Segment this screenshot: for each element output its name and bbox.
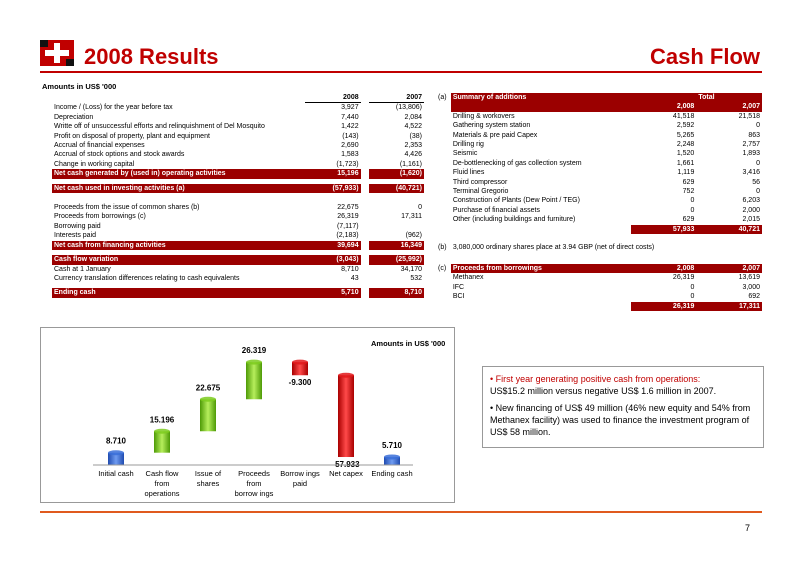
category-label-5-0: Net capex: [329, 469, 363, 478]
table-row: Profit on disposal of property, plant an…: [54, 132, 422, 140]
table-row: Third compressor 629 56: [452, 178, 760, 186]
table-row: Borrowing paid (7,117): [54, 222, 359, 230]
category-label-2-0: Issue of: [195, 469, 222, 478]
category-label-1-1: from: [155, 479, 170, 488]
category-label-4-1: paid: [293, 479, 307, 488]
bar-cap-2: [200, 396, 216, 402]
table-row: Accrual of financial expenses 2,690 2,353: [54, 142, 422, 150]
category-label-3-1: from: [247, 479, 262, 488]
table-row: Fluid lines 1,119 3,416: [452, 169, 760, 177]
bar-1: [154, 431, 170, 453]
table-row: BCI 0 692: [452, 293, 760, 301]
data-label-0: 8.710: [106, 437, 127, 446]
footer-rule: [40, 511, 762, 513]
note-bullet-1: • First year generating positive cash fr…: [490, 374, 701, 384]
bar-2: [200, 399, 216, 432]
page-title: 2008 Results: [84, 44, 219, 69]
category-label-1-2: operations: [144, 489, 179, 498]
data-label-4: -9.300: [289, 378, 312, 387]
category-label-2-1: shares: [197, 479, 220, 488]
table-row: Drilling rig 2,248 2,757: [452, 141, 760, 149]
additions-total-row: 57,933 40,721: [436, 224, 762, 235]
bar-cap-6: [384, 454, 400, 460]
data-label-2: 22.675: [196, 383, 221, 392]
investing-total-row: Net cash used in investing activities (a…: [52, 183, 424, 194]
table-row: Construction of Plants (Dew Point / TEG)…: [452, 197, 760, 205]
table-row: Proceeds from borrowings (c) 26,319 17,311: [54, 213, 422, 221]
table-row: Methanex 26,319 13,619: [452, 274, 760, 282]
units-label: Amounts in US$ '000: [42, 82, 117, 91]
table-row: Income / (Loss) for the year before tax 3…: [54, 104, 422, 112]
table-row: Cash at 1 January 8,710 34,170: [54, 265, 422, 273]
variation-row: Cash flow variation (3,043) (25,992): [52, 255, 424, 265]
note-bullet-1-detail: US$15.2 million versus negative US$ 1.6 …: [490, 386, 717, 397]
cash-flow-table: 2008 2007 Income / (Loss) for the year be…: [52, 93, 424, 298]
table-row: Materials & pre paid Capex 5,265 863: [452, 131, 760, 139]
operating-total-row: Net cash generated by (used in) operatin…: [52, 169, 424, 179]
category-label-1-0: Cash flow: [146, 469, 180, 478]
section-title: Cash Flow: [649, 44, 760, 69]
table-row: Seismic 1,520 1,893: [452, 150, 760, 158]
table-row: Purchase of financial assets 0 2,000: [452, 206, 760, 214]
chart-units-label: Amounts in US$ '000: [371, 339, 445, 348]
bar-cap-3: [246, 359, 262, 365]
borrowings-total-row: 26,319 17,311: [436, 301, 762, 312]
borrowings-table: (c) Proceeds from borrowings 2,008 2,007 Me…: [436, 264, 762, 312]
table-row: Drilling & workovers 41,518 21,518: [452, 112, 760, 120]
table-row: Currency translation differences relatin…: [54, 274, 422, 282]
chart-frame: Amounts in US$ '000 8.710 Initial cash 15.…: [40, 327, 455, 503]
bar-4: [292, 362, 308, 376]
category-label-0-0: Initial cash: [98, 469, 133, 478]
table-row: Terminal Gregorio 752 0: [452, 188, 760, 196]
ending-cash-row: Ending cash 5,710 8,710: [52, 288, 424, 298]
data-label-3: 26.319: [242, 346, 267, 355]
table-row: Other (including buildings and furniture…: [452, 216, 760, 224]
category-label-4-0: Borrow ings: [280, 469, 320, 478]
table-row: De-bottlenecking of gas collection syste…: [452, 159, 760, 167]
table-row: Accrual of stock options and stock award…: [54, 151, 422, 159]
note-bullet-2: • New financing of US$ 49 million (46% n…: [490, 402, 751, 438]
bar-5: [338, 375, 354, 458]
category-label-3-2: borrow ings: [235, 489, 274, 498]
bar-cap-4: [292, 359, 308, 365]
table-row: Depreciation 7,440 2,084: [54, 113, 422, 121]
table-row: Interests paid (2,183) (962): [54, 232, 422, 240]
page-number: 7: [744, 523, 750, 533]
bar-0: [108, 452, 124, 465]
note-b-row: (b) 3,080,000 ordinary shares place at 3.…: [438, 244, 655, 252]
category-label-6-0: Ending cash: [371, 469, 412, 478]
table-row: Proceeds from the issue of common shares…: [54, 204, 422, 212]
table-row: Writte off of unsuccessful efforts and r…: [54, 123, 422, 131]
company-logo: [40, 40, 74, 66]
financing-total-row: Net cash from financing activities 39,694…: [52, 240, 424, 251]
bar-6: [384, 456, 400, 465]
bar-3: [246, 362, 262, 400]
table-row: IFC 0 3,000: [452, 283, 760, 291]
category-label-3-0: Proceeds: [238, 469, 270, 478]
header-rule: [40, 71, 762, 73]
data-label-1: 15.196: [150, 415, 175, 424]
table-row: Gathering system station 2,592 0: [452, 122, 760, 130]
additions-table: (a) Summary of additions Total 2,008 2,007 …: [436, 93, 762, 252]
table-row: Change in working capital (1,723) (1,161): [54, 160, 422, 168]
data-label-6: 5.710: [382, 441, 403, 450]
bar-cap-0: [108, 450, 124, 456]
waterfall-chart: Amounts in US$ '000 8.710 Initial cash 15.…: [93, 339, 445, 498]
notes-box: • First year generating positive cash fr…: [482, 366, 764, 448]
bar-cap-1: [154, 428, 170, 434]
bar-cap-5: [338, 372, 354, 378]
